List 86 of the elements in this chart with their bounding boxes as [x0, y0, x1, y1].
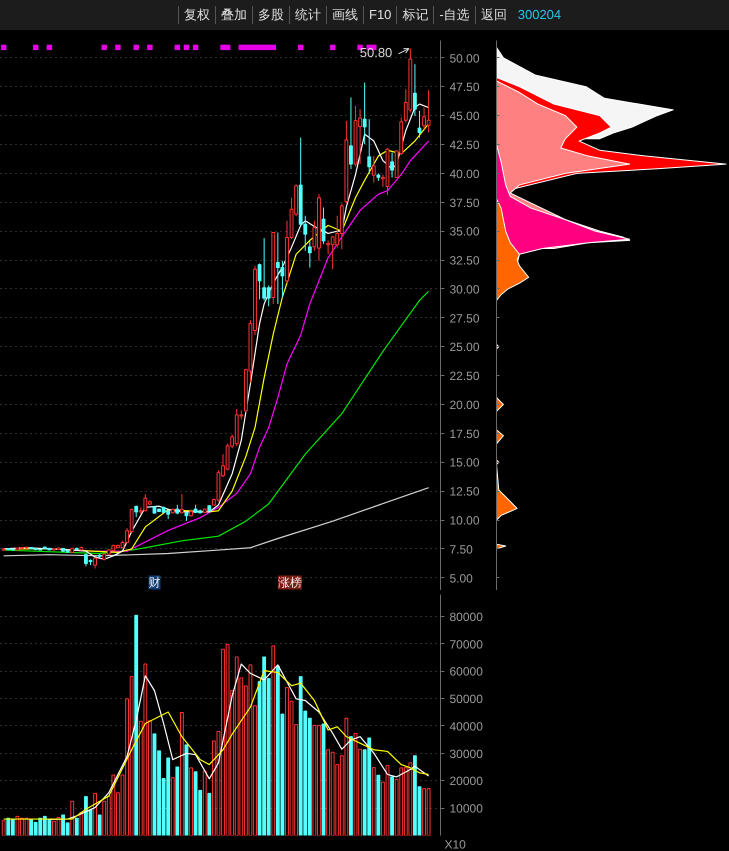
bar: [29, 819, 34, 836]
bar: [180, 712, 184, 836]
y-tick-label: 25.00: [450, 340, 480, 354]
y-tick-label: 50000: [450, 692, 484, 706]
y-tick-label: 40000: [450, 719, 484, 734]
bar: [202, 770, 207, 836]
y-tick-label: 47.50: [450, 80, 480, 94]
y-tick-label: 30000: [450, 746, 484, 761]
y-tick-label: 22.50: [450, 369, 480, 384]
y-tick-label: 20000: [450, 774, 484, 788]
text: 统计: [289, 6, 326, 24]
candlestick: [280, 260, 284, 298]
y-tick-label: 5.00: [450, 571, 474, 586]
candlestick: [93, 558, 97, 570]
bar: [93, 792, 97, 836]
bar: [194, 771, 198, 836]
candlestick: [326, 240, 330, 255]
bar: [322, 724, 326, 836]
line-series: [3, 290, 430, 554]
annotation: 财: [148, 576, 161, 590]
candlestick: [418, 110, 422, 138]
bar: [189, 767, 193, 836]
y-tick-label: 45.00: [450, 109, 480, 124]
bar: [47, 819, 52, 836]
y-tick-label: 12.50: [450, 484, 480, 499]
y-tick-label: 17.50: [450, 426, 480, 441]
line-series: [3, 487, 430, 556]
candlestick: [258, 263, 262, 300]
bar: [207, 792, 212, 836]
y-tick-label: 35.00: [450, 224, 480, 239]
candlestick: [308, 240, 312, 268]
bar: [376, 774, 380, 836]
y-tick-label: 42.50: [450, 138, 480, 152]
bar: [372, 767, 376, 836]
bar: [298, 676, 303, 836]
y-tick-label: 7.50: [450, 542, 474, 556]
bar: [349, 736, 353, 836]
text: 多股: [252, 6, 289, 24]
bar: [408, 762, 412, 836]
candlestick: [362, 82, 367, 145]
y-tick-label: 10.00: [450, 514, 480, 528]
bar: [344, 718, 348, 836]
y-tick-label: 60000: [450, 664, 484, 679]
y-tick-label: 40.00: [450, 166, 480, 181]
text: X10: [444, 838, 466, 851]
text: 返回: [474, 6, 512, 24]
text: -自选: [433, 6, 475, 24]
text: 300204: [516, 6, 562, 24]
candlestick: [390, 152, 394, 178]
candlestick: [372, 155, 376, 184]
text: F10: [363, 6, 396, 24]
bar: [61, 814, 66, 836]
y-tick-label: 20.00: [450, 398, 480, 412]
y-tick-label: 50.00: [450, 51, 480, 66]
y-tick-label: 15.00: [450, 456, 480, 470]
y-tick-label: 80000: [450, 610, 484, 624]
y-tick-label: 10000: [450, 802, 484, 816]
candlestick: [322, 206, 326, 245]
candlestick: [412, 64, 417, 116]
candlestick: [175, 504, 180, 515]
y-tick-label: 37.50: [450, 196, 480, 210]
candlestick: [349, 96, 353, 170]
bar: [271, 645, 276, 836]
annotation: 涨榜: [278, 576, 302, 590]
text: 画线: [326, 6, 363, 24]
bar: [74, 818, 79, 836]
bar: [98, 814, 102, 836]
y-tick-label: 32.50: [450, 254, 480, 268]
bar: [326, 749, 330, 836]
bar: [10, 819, 15, 836]
bar: [184, 744, 188, 836]
y-tick-label: 70000: [450, 637, 484, 652]
text: 叠加: [215, 6, 252, 24]
bar: [390, 776, 394, 836]
candlestick: [367, 118, 372, 175]
y-tick-label: 27.50: [450, 311, 480, 326]
bar: [79, 812, 84, 836]
annotation: 50.80: [360, 45, 392, 60]
y-tick-label: 30.00: [450, 282, 480, 296]
text: 复权: [178, 6, 215, 24]
bar: [175, 766, 180, 836]
bar: [170, 777, 175, 836]
candlestick: [180, 494, 184, 514]
candlestick: [262, 238, 266, 301]
candlestick: [134, 505, 138, 518]
text: 标记: [396, 6, 434, 24]
